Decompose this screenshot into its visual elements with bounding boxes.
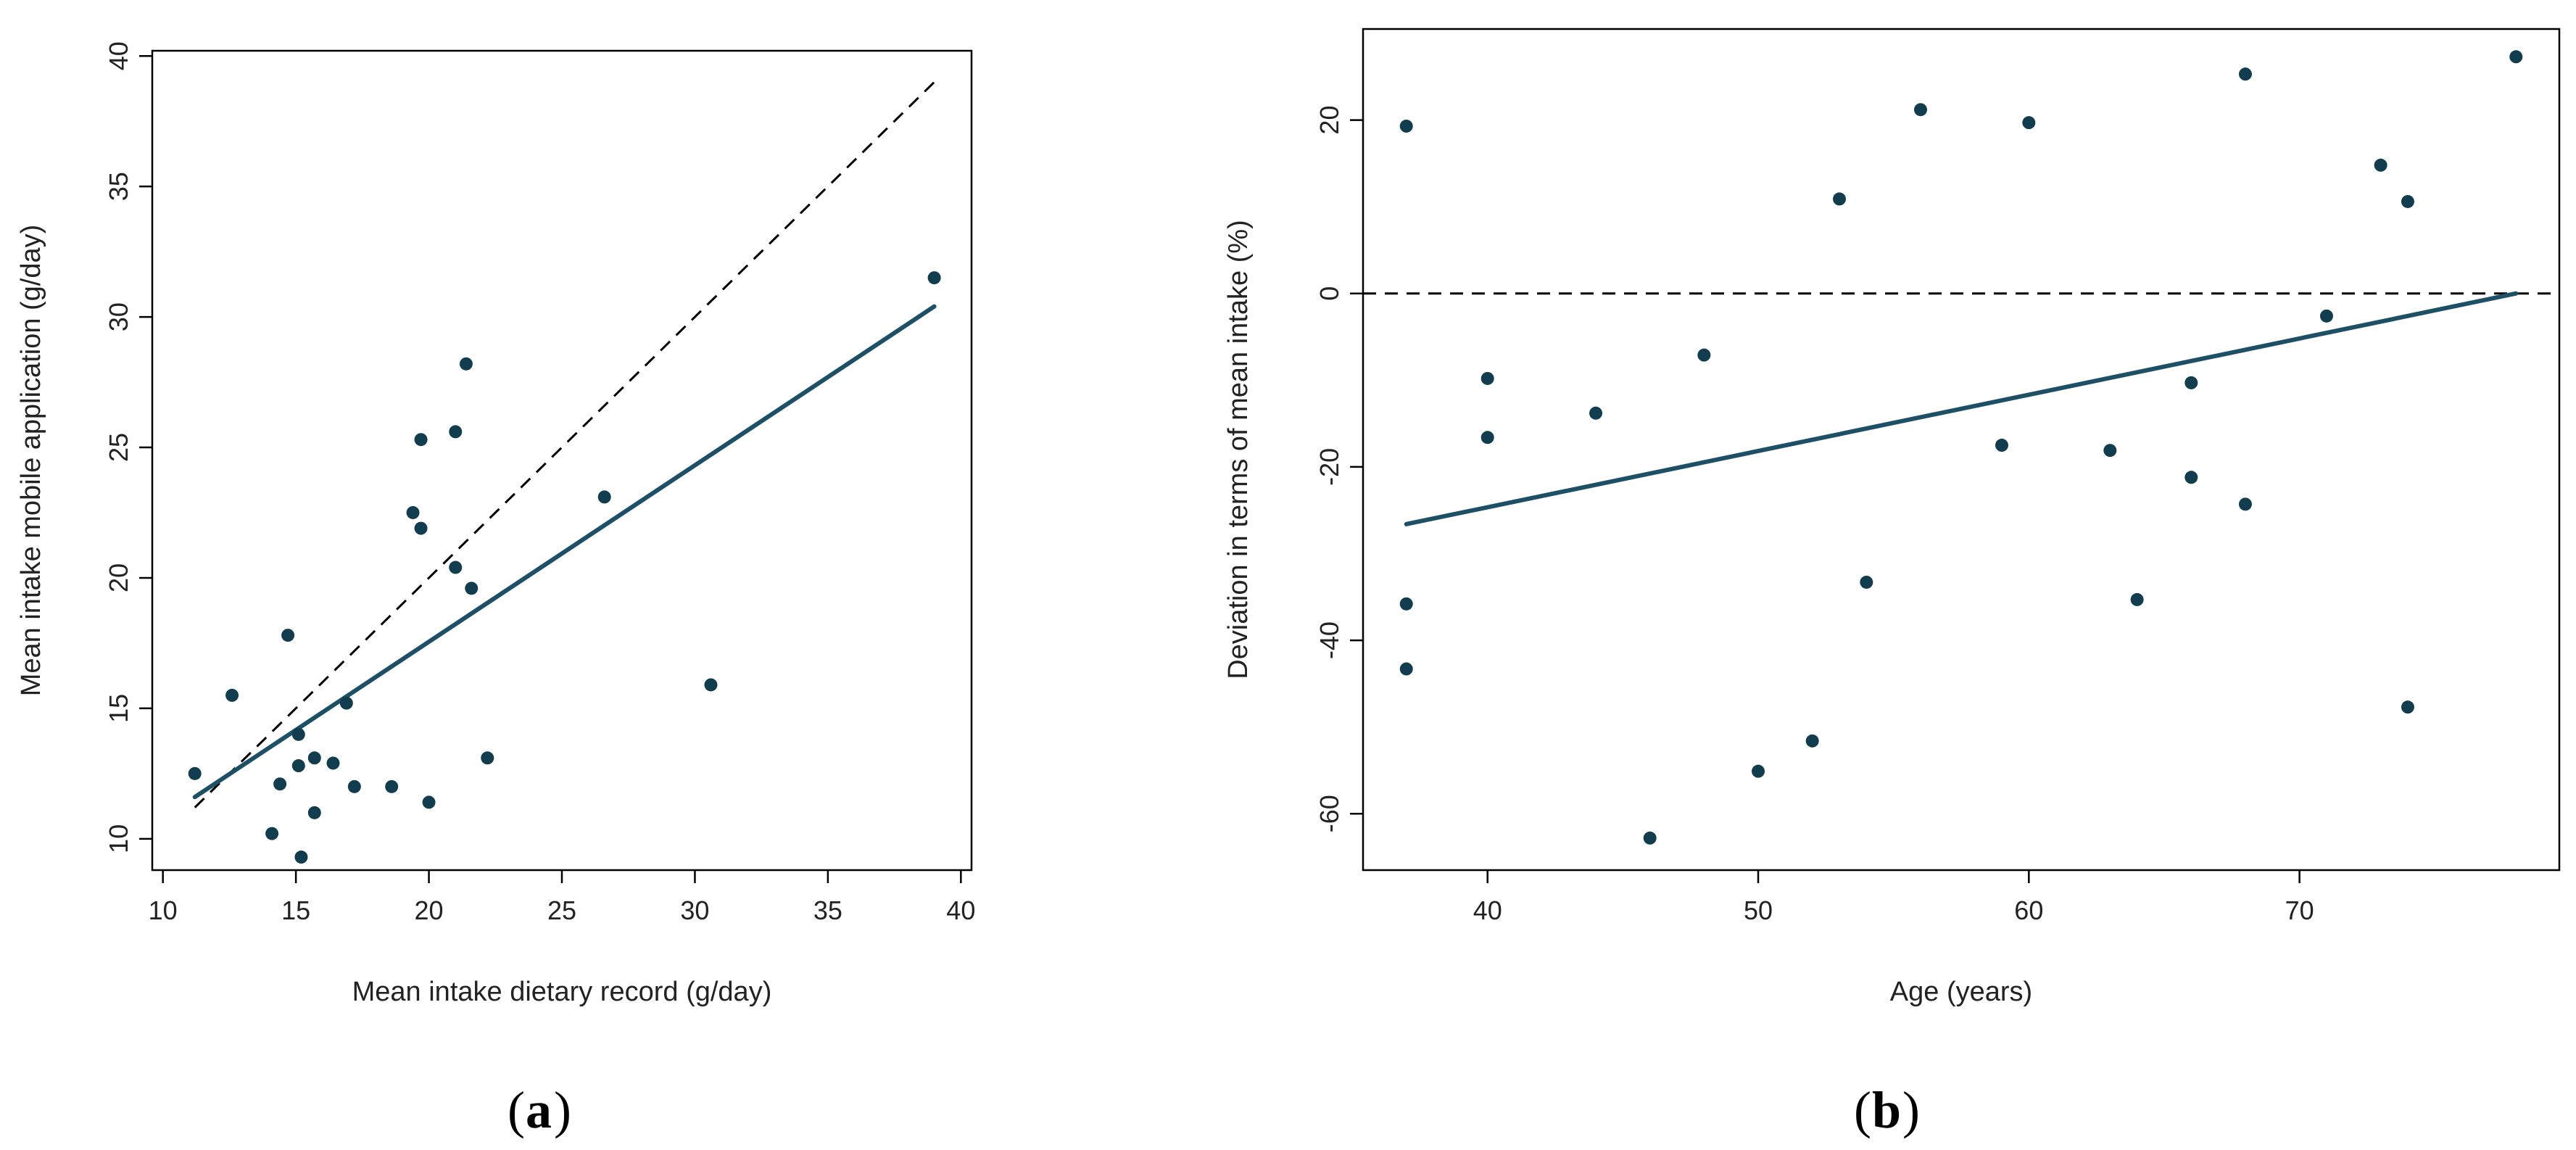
panel-a-x-tick-label: 25 <box>547 895 576 925</box>
panel-a-data-point <box>385 779 399 793</box>
panel-a-data-point <box>281 629 295 642</box>
panel-a-data-point <box>459 357 473 371</box>
panel-a-plot-frame <box>151 49 973 872</box>
panel-a-data-point <box>414 521 428 535</box>
panel-b-y-axis: -60 -40 -20 0 20 <box>1314 106 1363 832</box>
panel-a-data-point <box>406 505 420 519</box>
panel-a-label-close: ) <box>554 1081 571 1139</box>
panel-b-data-point <box>1833 192 1847 206</box>
panel-a-x-tick-label: 15 <box>281 895 310 925</box>
panel-a-y-axis-title: Mean intake mobile application (g/day) <box>16 225 46 697</box>
panel-a-data-point <box>927 271 941 285</box>
panel-a-data-point <box>339 696 353 710</box>
panel-b-points <box>1399 50 2523 845</box>
panel-b-scatter: 40 50 60 70 -60 -40 -20 0 20 Age (years) Deviat… <box>1223 28 2561 1139</box>
panel-b-y-tick-label: -40 <box>1314 621 1344 659</box>
panel-b-regression-line <box>1404 291 2519 526</box>
panel-b-y-axis-title: Deviation in terms of mean intake (%) <box>1223 220 1254 679</box>
panel-a-y-tick-label: 10 <box>104 824 133 853</box>
panel-a-y-tick-label: 25 <box>104 433 133 462</box>
panel-a-data-point <box>225 688 239 702</box>
panel-a-data-point <box>291 759 305 773</box>
panel-b-data-point <box>1860 575 1873 589</box>
panel-b-data-point <box>1995 439 2008 452</box>
panel-b-plot-frame <box>1362 28 2561 872</box>
panel-b-data-point <box>1805 734 1819 748</box>
panel-b-x-axis: 40 50 60 70 <box>1473 870 2314 925</box>
panel-a-x-tick-label: 40 <box>946 895 975 925</box>
panel-b-data-point <box>2238 497 2252 511</box>
panel-a-label-open: ( <box>508 1081 525 1139</box>
panel-a-x-axis-title: Mean intake dietary record (g/day) <box>352 977 772 1007</box>
panel-b-data-point <box>2103 444 2117 458</box>
panel-a-y-tick-label: 20 <box>104 563 133 592</box>
panel-a-data-point <box>307 751 321 765</box>
panel-b-label-open: ( <box>1854 1081 1871 1139</box>
panel-a-y-tick-label: 30 <box>104 302 133 331</box>
panel-b-data-point <box>1752 764 1765 778</box>
panel-b-x-tick-label: 70 <box>2285 895 2314 925</box>
panel-a-data-point <box>414 433 428 447</box>
panel-b-data-point <box>2319 309 2333 323</box>
panel-a-data-point <box>347 779 361 793</box>
panel-b-label-close: ) <box>1902 1081 1920 1139</box>
panel-b-data-point <box>2401 700 2414 714</box>
panel-a-scatter: 10 15 20 25 30 35 40 10 15 20 25 30 35 40 Mean intak… <box>16 41 975 1139</box>
panel-b-data-point <box>2022 116 2036 130</box>
panel-b-x-tick-label: 60 <box>2014 895 2043 925</box>
panel-a-x-tick-label: 20 <box>415 895 444 925</box>
panel-a-y-tick-label: 15 <box>104 694 133 723</box>
panel-a-data-point <box>326 756 340 770</box>
panel-b-y-tick-label: -60 <box>1314 795 1344 832</box>
panel-a-data-point <box>449 560 463 574</box>
panel-b-data-point <box>1480 371 1494 385</box>
panel-a-y-axis: 10 15 20 25 30 35 40 <box>104 41 152 853</box>
panel-a-data-point <box>422 795 436 809</box>
panel-b-data-point <box>1697 348 1711 362</box>
panel-b-y-tick-label: 0 <box>1314 286 1344 301</box>
panel-a-data-point <box>449 425 463 439</box>
panel-b-data-point <box>2509 50 2523 64</box>
panel-b-data-point <box>1914 103 1928 117</box>
panel-a-data-point <box>273 777 287 791</box>
panel-a-x-tick-label: 30 <box>680 895 709 925</box>
panel-a-data-point <box>597 490 611 504</box>
panel-a-y-tick-label: 40 <box>104 41 133 70</box>
panel-b-x-tick-label: 40 <box>1473 895 1502 925</box>
panel-b-data-point <box>1399 662 1413 676</box>
panel-a-x-tick-label: 35 <box>813 895 842 925</box>
panel-b-data-point <box>1399 119 1413 133</box>
panel-b-label: b <box>1872 1081 1901 1139</box>
panel-b-data-point <box>1589 406 1603 420</box>
panel-a-data-point <box>294 851 308 864</box>
panel-b-y-tick-label: 20 <box>1314 106 1344 135</box>
panel-b-data-point <box>2401 194 2414 208</box>
panel-a-regression-line <box>192 304 937 800</box>
panel-a-data-point <box>465 582 479 595</box>
panel-a-data-point <box>307 806 321 819</box>
panel-b-data-point <box>2184 376 2198 389</box>
panel-b-data-point <box>1399 597 1413 611</box>
panel-a-points <box>188 271 941 864</box>
panel-b-data-point <box>2184 471 2198 484</box>
panel-b-data-point <box>1480 431 1494 444</box>
panel-b-y-tick-label: -20 <box>1314 448 1344 486</box>
panel-a-data-point <box>481 751 494 765</box>
panel-a-data-point <box>291 727 305 741</box>
panel-a-label: a <box>526 1081 552 1139</box>
panel-a-data-point <box>188 766 202 780</box>
panel-b-x-axis-title: Age (years) <box>1890 977 2032 1007</box>
panel-a-y-tick-label: 35 <box>104 172 133 201</box>
panel-b-x-tick-label: 50 <box>1744 895 1773 925</box>
panel-a-data-point <box>704 678 718 692</box>
panel-a-x-tick-label: 10 <box>149 895 178 925</box>
panel-b-data-point <box>2130 592 2144 606</box>
panel-b-data-point <box>2238 67 2252 81</box>
panel-a-x-axis: 10 15 20 25 30 35 40 <box>149 870 975 925</box>
panel-b-data-point <box>1643 831 1657 845</box>
panel-a-data-point <box>265 827 279 840</box>
panel-b-data-point <box>2374 158 2387 172</box>
panel-a-identity-line <box>194 81 935 808</box>
